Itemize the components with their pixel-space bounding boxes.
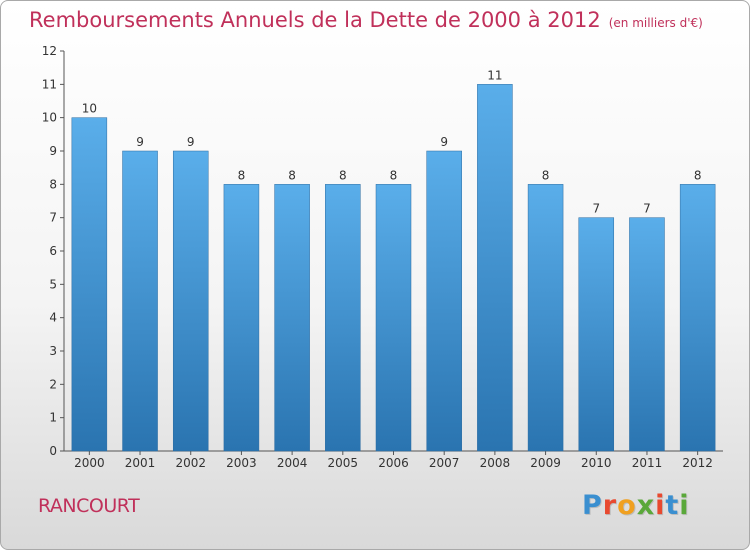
data-label: 8 xyxy=(390,168,398,182)
city-name: RANCOURT xyxy=(38,495,140,517)
logo-letter: i xyxy=(655,490,666,521)
y-tick-label: 0 xyxy=(49,444,57,458)
bar xyxy=(223,184,260,452)
data-label: 8 xyxy=(238,168,246,182)
logo-letter: t xyxy=(665,490,680,521)
data-label: 8 xyxy=(339,168,347,182)
data-label: 8 xyxy=(288,168,296,182)
data-label: 7 xyxy=(592,202,600,216)
y-tick-label: 4 xyxy=(49,311,57,325)
x-tick-label: 2001 xyxy=(125,456,156,470)
data-label: 10 xyxy=(82,102,97,116)
x-tick-label: 2009 xyxy=(530,456,561,470)
x-tick-label: 2012 xyxy=(682,456,713,470)
x-tick-label: 2000 xyxy=(74,456,105,470)
proxiti-logo: Proxiti xyxy=(582,490,690,521)
logo-letter: x xyxy=(636,490,656,521)
bar xyxy=(375,184,412,452)
data-label: 11 xyxy=(487,68,502,82)
logo-letter: P xyxy=(582,490,603,521)
bar xyxy=(679,184,716,452)
y-tick-label: 7 xyxy=(49,211,57,225)
data-label: 7 xyxy=(643,202,651,216)
y-tick-label: 6 xyxy=(49,244,57,258)
y-tick-label: 9 xyxy=(49,144,57,158)
logo-letter: o xyxy=(617,490,637,521)
x-tick-label: 2011 xyxy=(632,456,663,470)
bar xyxy=(122,150,158,452)
bar xyxy=(527,184,564,452)
title-text: Remboursements Annuels de la Dette de 20… xyxy=(29,8,601,32)
y-tick-label: 8 xyxy=(49,177,57,191)
value-labels: 10 9 9 8 8 8 8 9 11 8 7 7 8 xyxy=(82,68,702,215)
y-tick-label: 2 xyxy=(49,377,57,391)
chart-title: Remboursements Annuels de la Dette de 20… xyxy=(29,8,703,32)
x-tick-label: 2010 xyxy=(581,456,612,470)
data-label: 8 xyxy=(542,168,550,182)
data-label: 9 xyxy=(136,135,144,149)
data-label: 9 xyxy=(187,135,195,149)
y-tick-label: 11 xyxy=(42,77,57,91)
logo-letter: i xyxy=(679,490,690,521)
y-tick-label: 12 xyxy=(42,44,57,58)
bar xyxy=(274,184,310,452)
x-tick-label: 2005 xyxy=(328,456,359,470)
bar xyxy=(71,117,108,452)
title-unit: (en milliers d'€) xyxy=(608,16,703,30)
x-tick-label: 2003 xyxy=(226,456,257,470)
y-tick-label: 10 xyxy=(42,111,57,125)
bar xyxy=(325,184,361,452)
bar xyxy=(172,150,209,452)
y-tick-label: 5 xyxy=(49,277,57,291)
bar xyxy=(477,84,513,452)
bar xyxy=(578,217,615,452)
x-tick-label: 2002 xyxy=(175,456,206,470)
x-tick-label: 2006 xyxy=(378,456,409,470)
logo-letter: r xyxy=(602,490,618,521)
bar xyxy=(426,150,462,452)
data-label: 8 xyxy=(694,168,702,182)
y-tick-label: 1 xyxy=(49,411,57,425)
x-tick-label: 2007 xyxy=(429,456,460,470)
x-tick-label: 2008 xyxy=(480,456,511,470)
bar xyxy=(629,217,665,452)
x-tick-label: 2004 xyxy=(277,456,308,470)
bars xyxy=(71,84,716,452)
data-label: 9 xyxy=(440,135,448,149)
y-tick-label: 3 xyxy=(49,344,57,358)
